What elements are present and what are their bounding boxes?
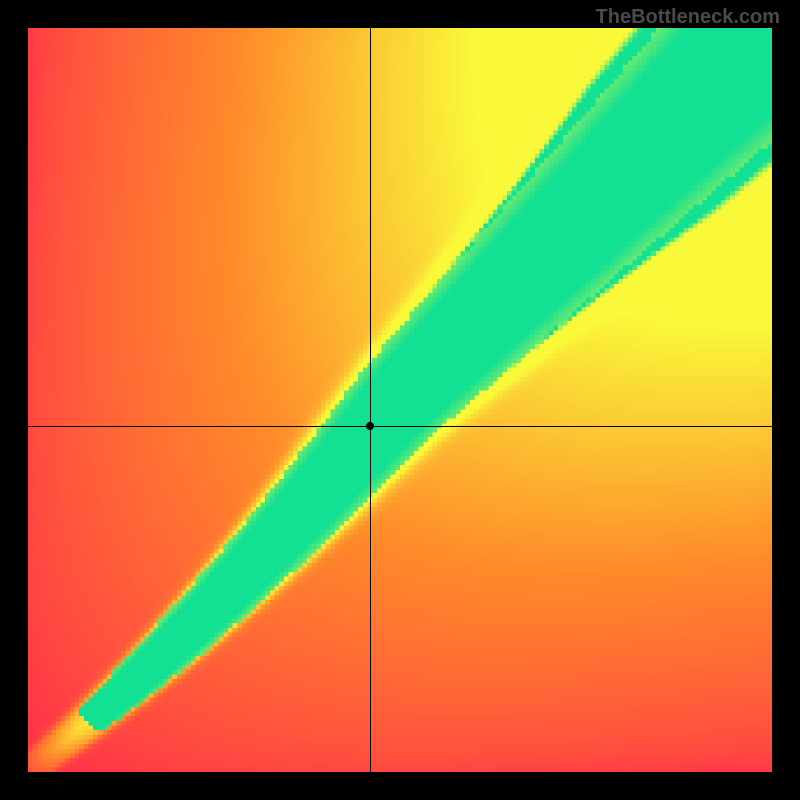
crosshair-vertical xyxy=(370,28,371,772)
marker-dot xyxy=(366,422,374,430)
heatmap-canvas xyxy=(28,28,772,772)
chart-container: TheBottleneck.com xyxy=(0,0,800,800)
crosshair-horizontal xyxy=(28,426,772,427)
watermark-text: TheBottleneck.com xyxy=(596,6,780,29)
plot-area xyxy=(28,28,772,772)
